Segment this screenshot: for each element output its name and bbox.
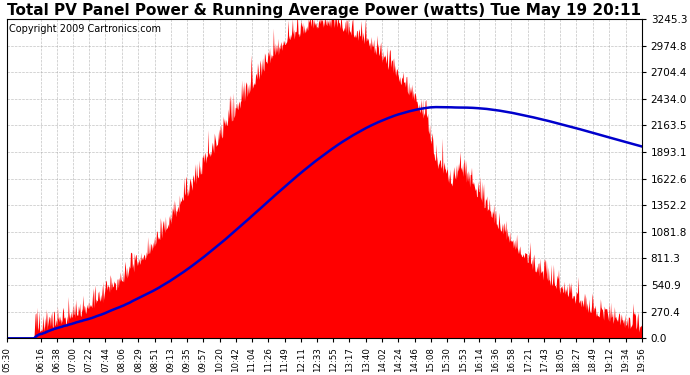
Title: Total PV Panel Power & Running Average Power (watts) Tue May 19 20:11: Total PV Panel Power & Running Average P… (8, 3, 642, 18)
Text: Copyright 2009 Cartronics.com: Copyright 2009 Cartronics.com (9, 24, 161, 34)
